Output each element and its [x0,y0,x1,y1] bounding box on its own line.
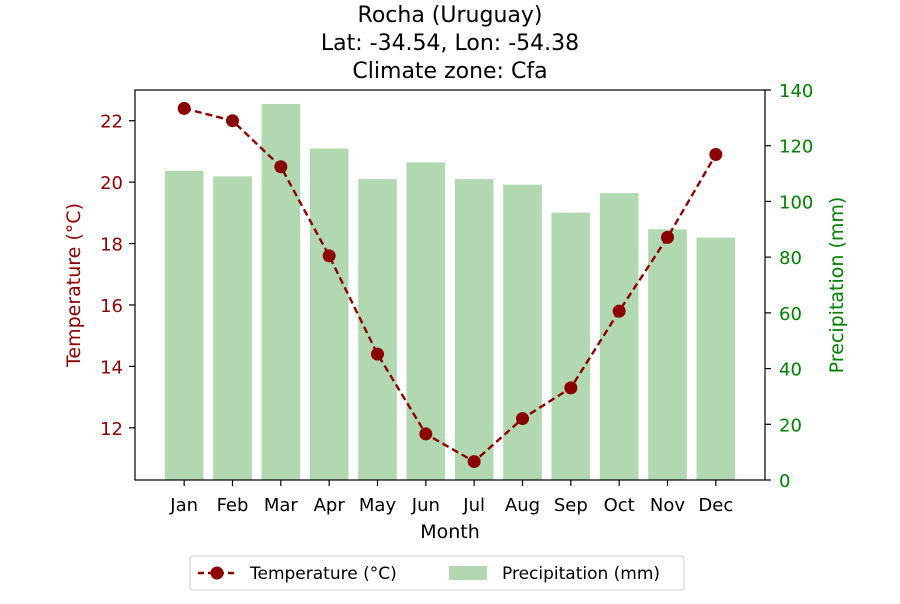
x-tick-label: Mar [264,495,299,516]
y-right-tick-label: 60 [779,304,802,325]
precipitation-bar [213,176,252,480]
x-tick-label: Jul [462,495,485,516]
legend: Temperature (°C) Precipitation (mm) [189,555,685,591]
temperature-point [322,249,336,263]
temperature-line [177,101,723,469]
legend-precipitation-swatch [449,566,487,580]
precipitation-bar [551,212,591,481]
y-left-tick-label: 12 [100,419,123,440]
x-tick-label: May [359,495,397,516]
x-tick-label: Sep [554,495,588,516]
temperature-point [516,412,529,426]
temperature-point [709,147,723,161]
y-left-tick-label: 18 [100,235,123,256]
precipitation-bar [648,229,687,480]
precipitation-bar [503,184,542,480]
x-axis-label: Month [420,521,480,543]
precipitation-bar [696,237,736,480]
legend-temperature-marker [210,566,224,580]
precipitation-bar [164,170,204,481]
y-axis-right-label: Precipitation (mm) [826,197,848,374]
temperature-point [177,101,191,115]
y-axis-left-label: Temperature (°C) [63,203,85,368]
precipitation-bar [454,179,494,480]
x-tick-label: Nov [650,495,685,516]
legend-temperature-label: Temperature (°C) [249,564,397,584]
temperature-point [564,381,578,395]
y-right-tick-label: 40 [779,360,802,381]
chart-title-line-2: Lat: -34.54, Lon: -54.38 [321,31,579,56]
chart-title-line-1: Rocha (Uruguay) [358,3,543,28]
y-left-tick-label: 14 [100,357,123,378]
temperature-point [612,304,626,318]
y-left-tick-label: 22 [100,112,123,133]
temperature-point [274,160,288,174]
temperature-point [371,347,384,361]
x-tick-label: Feb [217,495,249,516]
chart-title: Rocha (Uruguay) Lat: -34.54, Lon: -54.38… [321,3,579,84]
plot-frame [134,89,766,481]
temperature-point [419,427,433,441]
y-right-tick-label: 120 [779,137,813,158]
precipitation-bar [599,193,639,481]
x-axis: Jan Feb Mar Apr May Jun Jul Aug Sep Oct Nov Dec [169,480,733,516]
temperature-point [467,455,481,469]
temperature-series-line [183,107,717,464]
y-right-tick-label: 20 [779,415,802,436]
y-axis-right: 0 20 40 60 80 100 120 140 [765,81,813,492]
y-right-tick-label: 140 [779,81,813,102]
y-right-tick-label: 0 [779,471,790,492]
precipitation-bar [309,148,349,480]
x-tick-label: Oct [604,495,635,516]
x-tick-label: Dec [698,495,733,516]
precipitation-bar [406,162,446,480]
x-tick-label: Aug [505,495,540,516]
x-tick-label: Apr [314,495,346,516]
precipitation-bars [164,103,736,481]
x-tick-label: Jun [411,495,440,516]
y-left-tick-label: 16 [100,296,123,317]
y-right-tick-label: 100 [779,192,813,213]
x-tick-label: Jan [169,495,198,516]
y-right-tick-label: 80 [779,248,802,269]
legend-precipitation-label: Precipitation (mm) [502,564,660,584]
temperature-point [226,114,239,128]
y-axis-left: 12 14 16 18 20 22 [100,112,135,440]
y-left-tick-label: 20 [100,173,123,194]
precipitation-bar [358,179,397,480]
chart-title-line-3: Climate zone: Cfa [352,59,547,84]
legend-frame [189,555,685,591]
temperature-point [661,230,674,244]
